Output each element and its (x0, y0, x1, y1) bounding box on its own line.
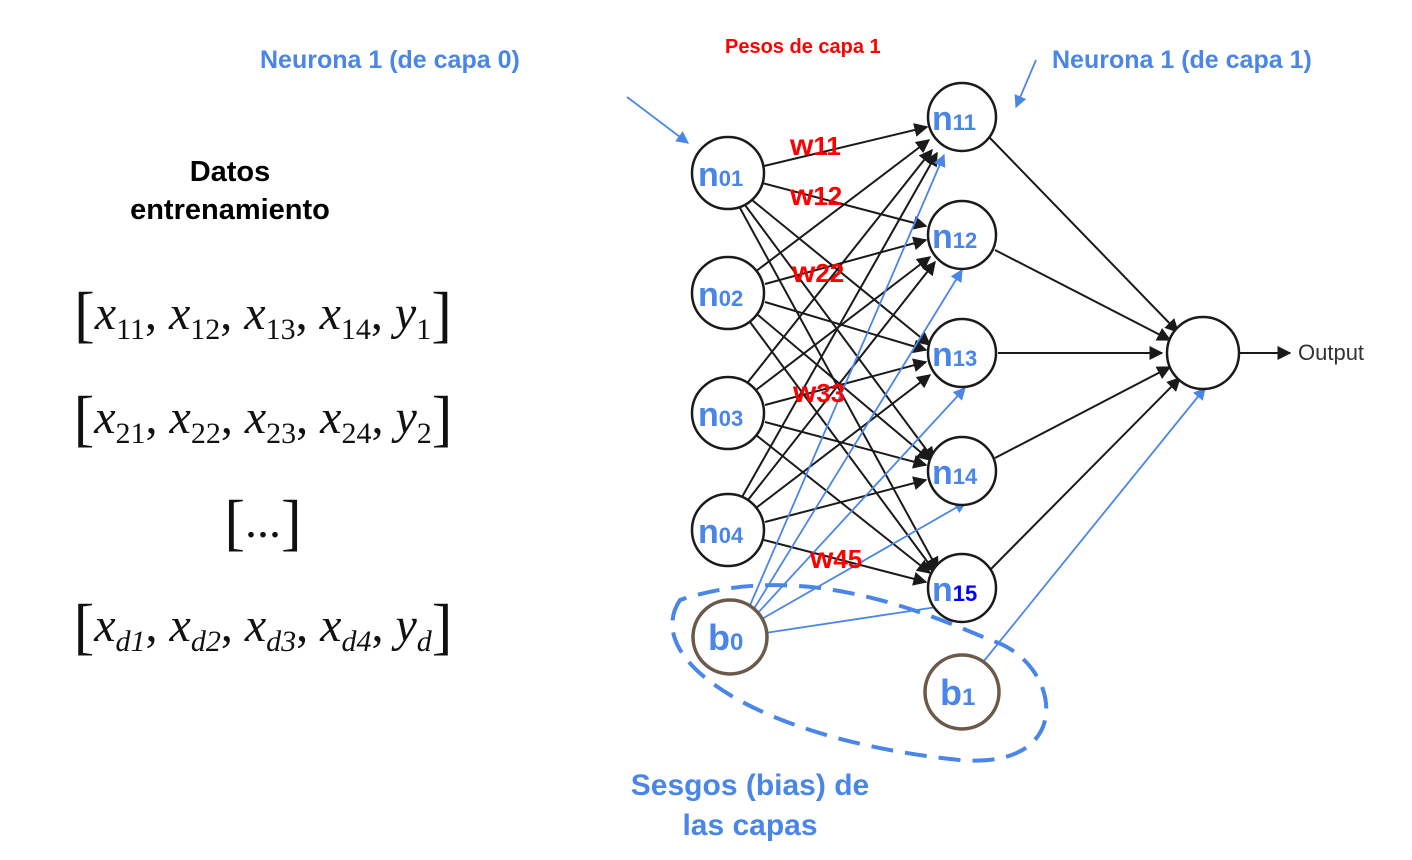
dataset-row-d: [xd1, xd2, xd3, xd4, yd] (73, 593, 453, 661)
weight-w12: w12 (789, 179, 842, 212)
hidden-node-n14: n14 (926, 435, 998, 507)
weight-w11: w11 (789, 129, 841, 162)
output-node (1165, 315, 1241, 391)
edges-bias0 (747, 153, 968, 634)
output-label: Output (1298, 340, 1364, 365)
dataset-row-ellipsis: [...] (224, 489, 302, 557)
dataset-title-line1: Datos (189, 156, 271, 188)
svg-text:n04: n04 (698, 513, 744, 551)
annotation-arrow-layer1 (1014, 59, 1037, 109)
svg-text:n03: n03 (698, 396, 743, 434)
svg-text:n11: n11 (932, 100, 976, 138)
bias-caption-line2: las capas (682, 809, 818, 842)
hidden-node-n13: n13 (926, 317, 998, 389)
label-weights-layer1: Pesos de capa 1 (725, 36, 881, 58)
bias-caption-line1: Sesgos (bias) de (630, 769, 870, 802)
hidden-layer: n11 n12 n13 n14 n15 (926, 81, 998, 624)
dataset-row-2: [x21, x22, x23, x24, y2] (73, 385, 453, 453)
input-node-n04: n04 (690, 492, 766, 568)
bias-node-b1: b1 (923, 653, 1001, 731)
input-node-n01: n01 (690, 135, 766, 211)
edge-bias1-output (974, 387, 1206, 673)
bias-caption: Sesgos (bias) de las capas (560, 766, 940, 846)
bias-node-b0: b0 (691, 598, 769, 676)
label-neuron-layer1: Neurona 1 (de capa 1) (1052, 46, 1312, 74)
svg-text:n13: n13 (932, 336, 977, 374)
weight-w33: w33 (792, 376, 845, 409)
svg-text:n01: n01 (698, 156, 743, 194)
svg-text:b1: b1 (940, 672, 975, 713)
svg-text:n12: n12 (932, 218, 977, 256)
svg-text:n15: n15 (932, 571, 977, 609)
weight-labels: w11 w12 w22 w33 w45 (789, 129, 862, 575)
weight-w45: w45 (809, 542, 862, 575)
weight-w22: w22 (791, 256, 844, 289)
dataset-title: Datos entrenamiento (60, 153, 400, 229)
bias-group-outline (670, 583, 1049, 763)
annotation-arrow-layer0 (626, 96, 690, 144)
input-node-n02: n02 (690, 255, 766, 331)
input-layer: n01 n02 n03 n04 (690, 135, 766, 568)
label-neuron-layer0: Neurona 1 (de capa 0) (260, 46, 520, 74)
dataset-row-1: [x11, x12, x13, x14, y1] (74, 281, 452, 349)
svg-text:n14: n14 (932, 454, 978, 492)
dataset-title-line2: entrenamiento (130, 194, 330, 226)
input-node-n03: n03 (690, 375, 766, 451)
svg-text:n02: n02 (698, 276, 743, 314)
svg-text:b0: b0 (708, 617, 743, 658)
edges-hidden-output (989, 137, 1181, 571)
hidden-node-n15: n15 (926, 552, 998, 624)
hidden-node-n12: n12 (926, 199, 998, 271)
hidden-node-n11: n11 (926, 81, 998, 153)
